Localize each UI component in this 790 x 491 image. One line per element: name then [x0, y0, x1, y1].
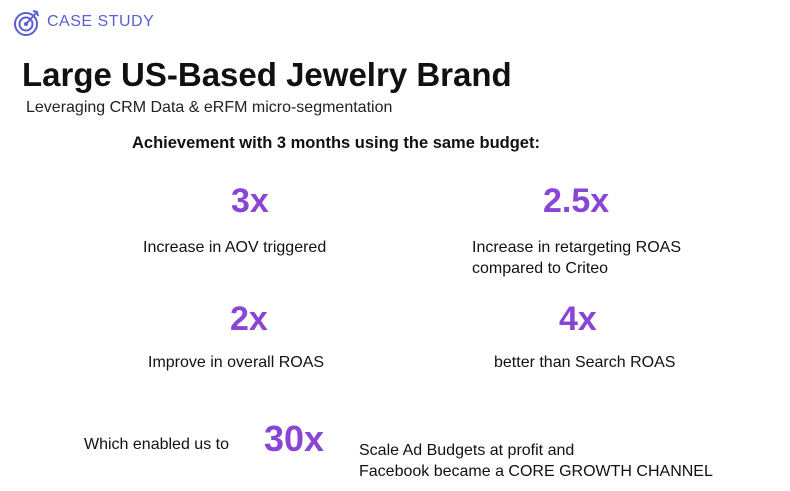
case-study-tag: CASE STUDY	[47, 13, 155, 30]
summary-line1: Scale Ad Budgets at profit and	[359, 442, 575, 459]
summary-intro: Which enabled us to	[84, 436, 229, 453]
stat-retargeting-value: 2.5x	[543, 182, 610, 220]
page-subtitle: Leveraging CRM Data & eRFM micro-segment…	[26, 99, 393, 116]
page-title: Large US-Based Jewelry Brand	[22, 56, 512, 93]
stat-overall-roas-label: Improve in overall ROAS	[148, 354, 325, 371]
target-icon	[14, 10, 39, 36]
stat-aov-value: 3x	[231, 182, 269, 220]
stat-retargeting-line1: Increase in retargeting ROAS	[472, 239, 681, 256]
stat-overall-roas-value: 2x	[230, 300, 268, 338]
stat-search-roas-label: better than Search ROAS	[494, 354, 676, 371]
stat-search-roas-value: 4x	[559, 300, 597, 338]
achievement-headline: Achievement with 3 months using the same…	[132, 134, 540, 152]
stat-aov-label: Increase in AOV triggered	[143, 239, 327, 256]
summary-line2: Facebook became a CORE GROWTH CHANNEL	[359, 463, 713, 480]
stat-retargeting-line2: compared to Criteo	[472, 260, 609, 277]
summary-text: Scale Ad Budgets at profit and Facebook …	[359, 440, 713, 482]
summary-value: 30x	[264, 418, 325, 459]
stat-retargeting-label: Increase in retargeting ROAS compared to…	[472, 237, 681, 279]
